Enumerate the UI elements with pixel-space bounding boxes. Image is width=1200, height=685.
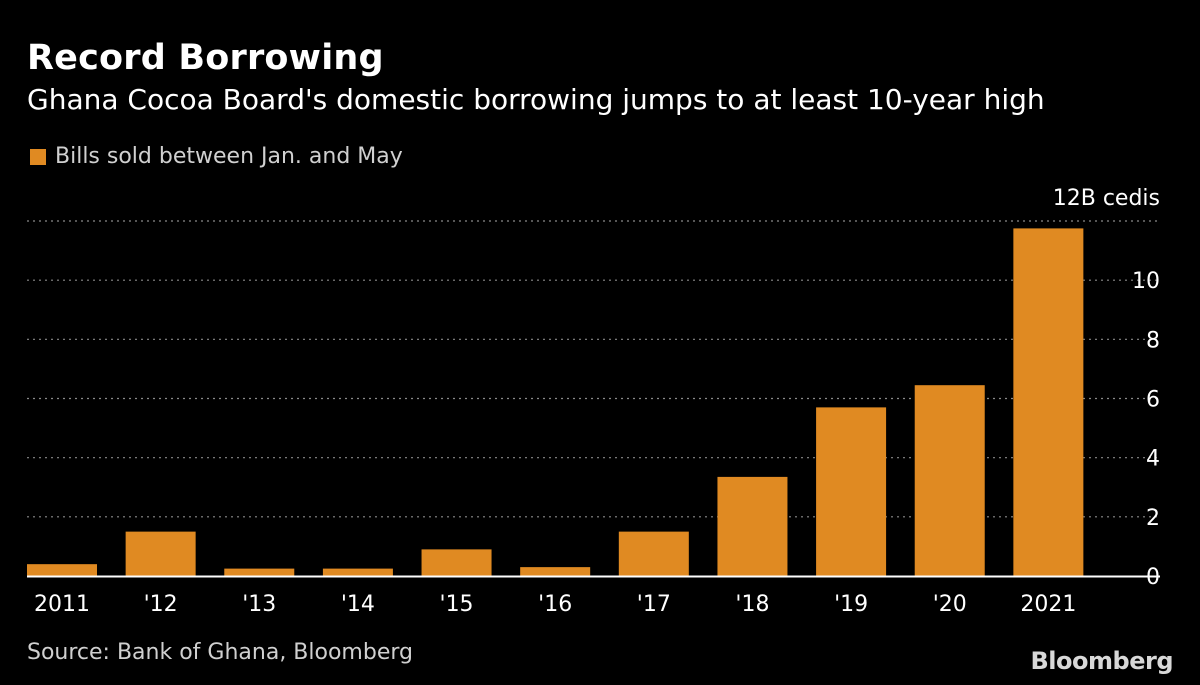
y-tick-label: 8 [1146,328,1160,353]
bar [421,549,492,576]
x-tick-label: '15 [440,592,474,617]
bar [816,407,887,576]
bar [914,385,985,576]
x-tick-label: '12 [144,592,178,617]
x-tick-label: '20 [933,592,967,617]
y-tick-label: 2 [1146,506,1160,531]
bar [1013,228,1084,577]
y-tick-label: 6 [1146,388,1160,413]
bar [125,531,196,576]
bar [618,531,689,576]
chart-subtitle: Ghana Cocoa Board's domestic borrowing j… [27,83,1045,116]
source-note: Source: Bank of Ghana, Bloomberg [27,640,413,665]
x-tick-label: '13 [242,592,276,617]
x-tick-label: '18 [735,592,769,617]
legend-swatch [30,148,46,165]
x-tick-label: '16 [538,592,572,617]
legend: Bills sold between Jan. and May [30,144,403,169]
legend-label: Bills sold between Jan. and May [55,144,403,169]
bar [717,476,788,576]
y-tick-label: 10 [1132,269,1160,294]
bar [520,567,591,576]
bloomberg-logo: Bloomberg [1030,647,1174,675]
y-tick-label: 4 [1146,447,1160,472]
x-tick-label: '14 [341,592,375,617]
bar [27,564,97,576]
x-tick-label: 2011 [34,592,90,617]
x-tick-label: 2021 [1020,592,1076,617]
x-tick-label: '19 [834,592,868,617]
bar [224,568,295,576]
y-tick-label: 12B cedis [1053,186,1160,211]
chart-title: Record Borrowing [27,38,384,78]
bar [322,568,393,576]
x-tick-label: '17 [637,592,671,617]
